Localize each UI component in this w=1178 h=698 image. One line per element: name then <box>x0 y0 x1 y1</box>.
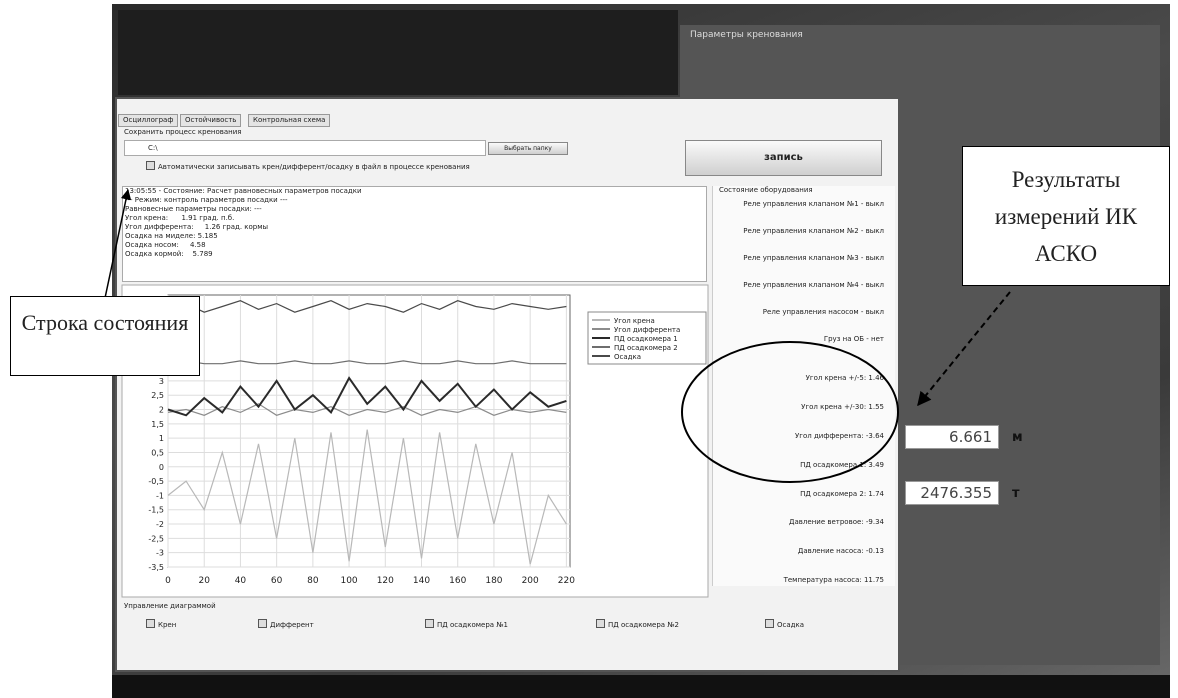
x-tick-label: 60 <box>271 576 283 586</box>
y-tick-label: -3 <box>156 549 164 558</box>
chart-checkbox[interactable]: Крен <box>146 619 176 629</box>
tab[interactable]: Контрольная схема <box>248 114 330 127</box>
y-tick-label: 0,5 <box>151 448 164 457</box>
page: Параметры кренования 6.661 м 2476.355 т … <box>0 0 1178 698</box>
plot-area <box>168 295 570 567</box>
x-tick-label: 20 <box>198 576 210 586</box>
legend-label: ПД осадкомера 1 <box>614 335 678 343</box>
y-tick-label: -0,5 <box>148 477 164 486</box>
y-tick-label: -1,5 <box>148 506 164 515</box>
x-tick-label: 120 <box>377 576 394 586</box>
x-tick-label: 160 <box>449 576 466 586</box>
x-tick-label: 80 <box>307 576 319 586</box>
status-callout: Строка состояния <box>10 296 200 376</box>
chart-checkbox[interactable]: Осадка <box>765 619 804 629</box>
x-tick-label: 180 <box>485 576 502 586</box>
y-tick-label: 3 <box>159 377 164 386</box>
x-tick-label: 100 <box>340 576 357 586</box>
x-tick-label: 40 <box>235 576 247 586</box>
legend-label: Угол дифферента <box>614 326 680 334</box>
legend-label: Осадка <box>614 353 641 361</box>
y-tick-label: 2,5 <box>151 391 164 400</box>
legend-label: Угол крена <box>614 317 655 325</box>
y-tick-label: -3,5 <box>148 563 164 572</box>
chart-checkbox[interactable]: ПД осадкомера №1 <box>425 619 508 629</box>
results-callout: Результаты измерений ИК АСКО <box>962 146 1170 286</box>
x-tick-label: 140 <box>413 576 430 586</box>
tab[interactable]: Осциллограф <box>118 114 178 127</box>
y-tick-label: -2,5 <box>148 534 164 543</box>
tab[interactable]: Остойчивость <box>180 114 241 127</box>
x-tick-label: 200 <box>522 576 539 586</box>
y-tick-label: 2 <box>159 406 164 415</box>
y-tick-label: -1 <box>156 491 164 500</box>
x-tick-label: 220 <box>558 576 575 586</box>
chart-checkbox[interactable]: ПД осадкомера №2 <box>596 619 679 629</box>
y-tick-label: -2 <box>156 520 164 529</box>
y-tick-label: 1 <box>159 434 164 443</box>
legend-label: ПД осадкомера 2 <box>614 344 678 352</box>
y-tick-label: 0 <box>159 463 164 472</box>
x-tick-label: 0 <box>165 576 171 586</box>
chart-checkbox[interactable]: Дифферент <box>258 619 314 629</box>
y-tick-label: 1,5 <box>151 420 164 429</box>
